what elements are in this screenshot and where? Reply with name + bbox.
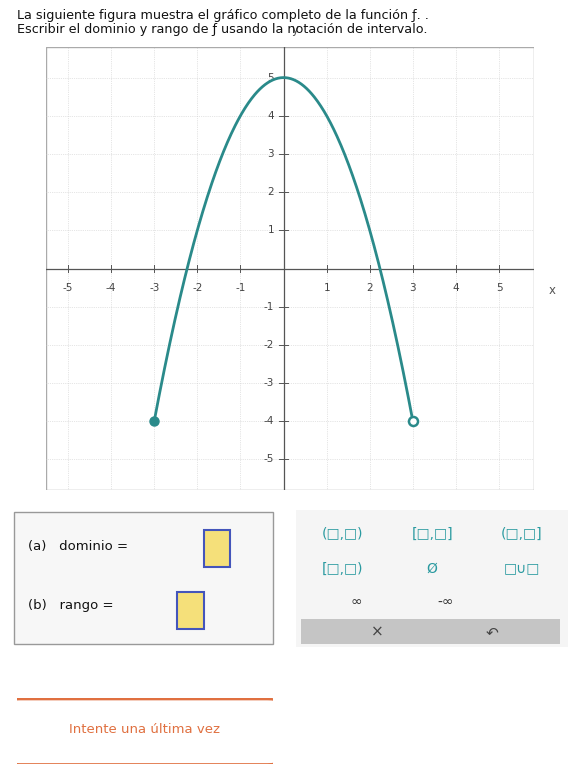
Text: -3: -3 — [149, 283, 160, 293]
Text: ∞: ∞ — [350, 594, 361, 608]
Text: La siguiente figura muestra el gráfico completo de la función ƒ. .: La siguiente figura muestra el gráfico c… — [17, 9, 429, 23]
Text: 2: 2 — [267, 187, 274, 197]
Text: -5: -5 — [63, 283, 73, 293]
Text: (□,□): (□,□) — [321, 528, 363, 541]
Text: -3: -3 — [264, 378, 274, 388]
Text: ↶: ↶ — [485, 625, 498, 640]
FancyBboxPatch shape — [291, 508, 571, 649]
FancyBboxPatch shape — [301, 619, 560, 644]
FancyBboxPatch shape — [46, 47, 534, 490]
Text: (a)   dominio =: (a) dominio = — [28, 540, 128, 554]
Text: -∞: -∞ — [437, 594, 454, 608]
Text: 4: 4 — [267, 111, 274, 121]
Text: 2: 2 — [367, 283, 373, 293]
Text: [□,□): [□,□) — [321, 561, 363, 575]
Text: -2: -2 — [264, 340, 274, 350]
FancyBboxPatch shape — [177, 592, 204, 629]
Text: 3: 3 — [267, 149, 274, 159]
Text: 5: 5 — [496, 283, 502, 293]
Text: (□,□]: (□,□] — [501, 528, 543, 541]
Text: -4: -4 — [264, 416, 274, 426]
Text: 3: 3 — [409, 283, 416, 293]
Text: -2: -2 — [192, 283, 202, 293]
Text: □∪□: □∪□ — [504, 561, 540, 575]
Text: x: x — [549, 284, 556, 297]
Text: -1: -1 — [264, 302, 274, 312]
Text: 4: 4 — [452, 283, 459, 293]
Text: (b)   rango =: (b) rango = — [28, 599, 113, 612]
FancyBboxPatch shape — [10, 699, 278, 764]
Text: [□,□]: [□,□] — [411, 528, 453, 541]
Text: Ø: Ø — [427, 561, 437, 575]
Text: Escribir el dominio y rango de ƒ usando la notación de intervalo.: Escribir el dominio y rango de ƒ usando … — [17, 23, 428, 36]
Text: -5: -5 — [264, 455, 274, 464]
Text: 1: 1 — [323, 283, 330, 293]
Text: y: y — [291, 23, 298, 35]
FancyBboxPatch shape — [204, 530, 230, 568]
Text: 1: 1 — [267, 225, 274, 235]
FancyBboxPatch shape — [14, 513, 273, 644]
Text: -4: -4 — [106, 283, 116, 293]
Text: ×: × — [371, 625, 384, 640]
Text: Intente una última vez: Intente una última vez — [70, 724, 220, 736]
Text: -1: -1 — [235, 283, 245, 293]
Text: 5: 5 — [267, 73, 274, 82]
